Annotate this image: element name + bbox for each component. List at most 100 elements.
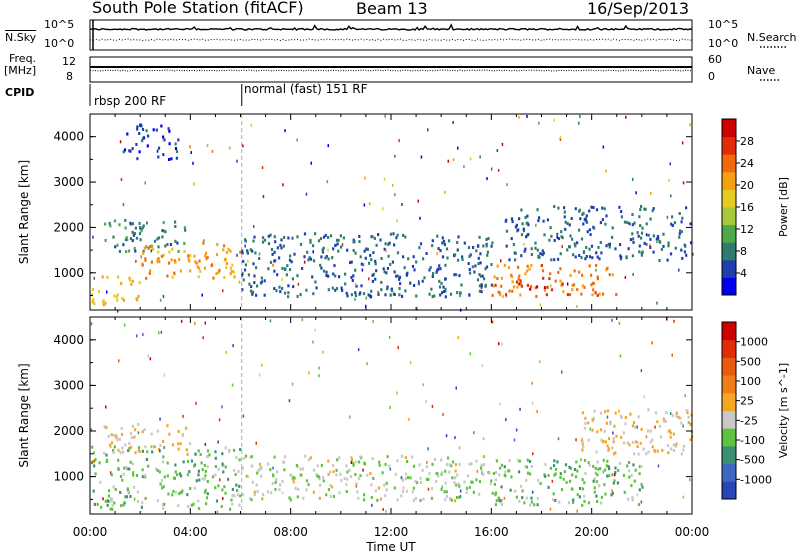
power-echo-cell xyxy=(317,239,321,243)
power-echo-cell xyxy=(436,234,439,238)
power-echo-cell xyxy=(125,250,128,253)
velocity-echo-cell xyxy=(607,447,610,451)
power-echo-cell xyxy=(351,279,354,282)
velocity-echo-cell xyxy=(437,474,440,478)
power-echo-cell xyxy=(254,251,257,255)
velocity-echo-cell xyxy=(583,499,586,503)
power-echo-cell xyxy=(320,266,323,270)
velocity-echo-cell xyxy=(508,459,511,462)
power-echo-cell xyxy=(441,236,444,240)
velocity-echo-cell xyxy=(602,439,605,443)
power-echo-cell xyxy=(131,222,134,226)
power-echo-cell xyxy=(657,236,660,240)
velocity-echo-cell xyxy=(105,453,108,457)
power-noise-cell xyxy=(501,142,504,146)
velocity-noise-cell xyxy=(684,394,686,398)
power-noise-cell xyxy=(272,263,274,267)
power-echo-cell xyxy=(269,233,272,237)
power-noise-cell xyxy=(678,268,680,272)
velocity-echo-cell xyxy=(134,451,137,455)
power-echo-cell xyxy=(522,227,525,231)
power-echo-cell xyxy=(345,291,348,295)
power-echo-cell xyxy=(641,250,644,254)
power-echo-cell xyxy=(662,232,665,236)
velocity-echo-cell xyxy=(600,501,603,505)
power-echo-cell xyxy=(475,249,478,253)
power-echo-cell xyxy=(273,287,276,291)
velocity-echo-cell xyxy=(381,471,384,475)
power-echo-cell xyxy=(667,241,670,245)
power-echo-cell xyxy=(526,269,529,273)
velocity-noise-cell xyxy=(640,500,643,504)
velocity-echo-cell xyxy=(554,499,557,502)
velocity-echo-cell xyxy=(494,493,497,497)
velocity-echo-cell xyxy=(122,472,125,476)
velocity-echo-cell xyxy=(640,427,643,431)
power-echo-cell xyxy=(142,251,145,255)
velocity-echo-cell xyxy=(504,474,507,478)
power-echo-cell xyxy=(640,253,643,257)
power-echo-cell xyxy=(370,289,373,293)
velocity-echo-cell xyxy=(117,448,120,452)
power-echo-cell xyxy=(596,293,599,297)
velocity-echo-cell xyxy=(518,499,521,503)
power-echo-cell xyxy=(151,245,154,249)
velocity-echo-cell xyxy=(448,470,451,474)
power-echo-cell xyxy=(572,253,575,257)
velocity-noise-cell xyxy=(372,319,374,323)
power-echo-cell xyxy=(403,266,406,270)
velocity-echo-cell xyxy=(123,501,126,505)
velocity-echo-cell xyxy=(256,471,259,475)
power-noise-cell xyxy=(452,121,454,124)
velocity-echo-cell xyxy=(430,487,434,491)
power-echo-cell xyxy=(171,275,174,279)
velocity-noise-cell xyxy=(219,478,221,482)
velocity-echo-cell xyxy=(452,460,455,464)
velocity-echo-cell xyxy=(174,463,177,467)
velocity-echo-cell xyxy=(155,467,158,471)
velocity-echo-cell xyxy=(135,474,139,477)
velocity-noise-cell xyxy=(671,353,673,357)
power-noise-cell xyxy=(384,114,386,118)
velocity-echo-cell xyxy=(320,463,323,467)
velocity-echo-cell xyxy=(128,446,131,450)
power-echo-cell xyxy=(619,243,622,247)
xtick-label-4: 16:00 xyxy=(474,525,509,539)
power-echo-cell xyxy=(371,279,374,283)
power-echo-cell xyxy=(150,260,153,264)
power-echo-cell xyxy=(387,242,390,246)
power-noise-cell xyxy=(518,115,520,119)
power-echo-cell xyxy=(505,244,508,248)
velocity-echo-cell xyxy=(595,480,598,484)
power-noise-cell xyxy=(296,138,298,142)
power-echo-cell xyxy=(296,274,299,278)
power-echo-cell xyxy=(536,208,539,212)
power-noise-cell xyxy=(649,244,651,248)
power-echo-cell xyxy=(290,260,293,264)
velocity-echo-cell xyxy=(544,463,547,467)
power-echo-cell xyxy=(485,244,488,248)
power-noise-cell xyxy=(500,259,502,263)
power-echo-cell xyxy=(153,239,157,243)
power-echo-cell xyxy=(507,266,510,270)
power-echo-cell xyxy=(132,233,135,237)
power-echo-cell xyxy=(517,228,520,232)
power-echo-cell xyxy=(512,285,516,289)
velocity-echo-cell xyxy=(267,462,270,466)
velocity-noise-cell xyxy=(513,438,516,442)
power-echo-cell xyxy=(321,250,325,254)
velocity-echo-cell xyxy=(217,484,220,488)
velocity-echo-cell xyxy=(587,421,590,425)
power-echo-cell xyxy=(491,293,494,297)
velocity-echo-cell xyxy=(622,441,626,445)
velocity-echo-cell xyxy=(607,448,610,452)
velocity-echo-cell xyxy=(235,456,238,460)
power-echo-cell xyxy=(607,243,610,246)
power-echo-cell xyxy=(402,255,405,259)
power-echo-cell xyxy=(574,207,577,211)
velocity-echo-cell xyxy=(369,471,372,475)
velocity-echo-cell xyxy=(192,502,195,506)
power-echo-cell xyxy=(563,206,566,210)
velocity-echo-cell xyxy=(570,487,574,491)
power-echo-cell xyxy=(327,235,330,239)
